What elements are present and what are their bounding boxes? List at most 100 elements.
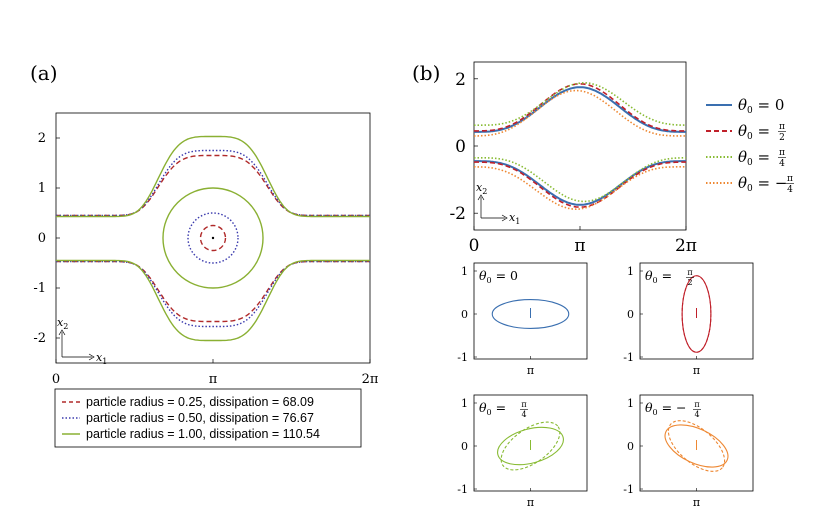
x-tick-label: 2π — [362, 372, 379, 387]
inset-y-tick-label: 0 — [461, 440, 468, 453]
b-x-tick-label: 0 — [469, 236, 480, 256]
legend-label-theta-0: θ0 = 0 — [738, 96, 784, 116]
legend-frac-den: 4 — [787, 185, 793, 195]
legend-label-theta-1: θ0 = — [738, 122, 770, 142]
legend-frac-num: π — [787, 174, 793, 184]
theta-subscript: 0 — [747, 106, 753, 116]
b-y-tick-label: 2 — [455, 70, 466, 90]
b-y-tick-label: -2 — [449, 204, 466, 224]
panel-a-ticks: 0 π 2π 2 1 0 -1 -2 — [33, 131, 379, 387]
theta-subscript: 0 — [747, 184, 753, 194]
b-series-3-upper — [474, 89, 686, 137]
inset-y-tick-label: -1 — [623, 483, 634, 496]
panel-a-legend-box — [54, 388, 362, 448]
inset-y-tick-label: -1 — [457, 351, 468, 364]
inset-eq: = — [658, 268, 672, 283]
inset-y-tick-label: 1 — [627, 265, 634, 278]
panel-a-curves — [56, 135, 370, 342]
b-series-2-lower — [474, 157, 686, 203]
inset-y-tick-label: 1 — [627, 397, 634, 410]
y-tick-label: 1 — [38, 181, 46, 196]
theta-subscript: 0 — [487, 408, 492, 417]
theta-subscript: 0 — [487, 276, 492, 285]
b-series-0-upper — [474, 86, 686, 133]
inset-y-tick-label: 0 — [461, 308, 468, 321]
inset-frac-den: 4 — [521, 410, 526, 419]
inset-initial-ellipse — [681, 275, 712, 353]
b-x-tick-label: 2π — [675, 236, 697, 256]
legend-eq: = − — [753, 174, 788, 192]
panel-a-axis-indicator: x2 x1 — [57, 316, 107, 366]
legend-frac-num: π — [779, 148, 785, 158]
series-1-lower-streamline — [56, 260, 370, 328]
y-tick-label: 2 — [38, 131, 46, 146]
theta-subscript: 0 — [747, 158, 753, 168]
inset-y-tick-label: -1 — [623, 351, 634, 364]
legend-frac-num: π — [779, 122, 785, 132]
series-2-upper-streamline — [56, 135, 370, 218]
inset-x-tick-label: π — [527, 496, 534, 509]
series-2-lower-streamline — [56, 259, 370, 342]
b-x-tick-label: π — [574, 236, 585, 256]
series-0-upper-streamline — [56, 154, 370, 217]
inset-eq: = 0 — [492, 268, 518, 283]
inset-frac-num: π — [687, 268, 692, 277]
legend-label-r025: particle radius = 0.25, dissipation = 68… — [86, 395, 314, 409]
panel-b-x2-label: x2 — [476, 181, 487, 196]
theta-subscript: 0 — [747, 132, 753, 142]
legend-eq: = 0 — [753, 96, 785, 114]
panel-b-x1-label: x1 — [509, 211, 520, 226]
inset-frac-num: π — [521, 400, 526, 409]
legend-label-r050: particle radius = 0.50, dissipation = 76… — [86, 411, 314, 425]
series-0-particle-boundary — [199, 224, 227, 252]
inset-eq: = — [492, 400, 506, 415]
particle-center-dot — [211, 236, 215, 240]
inset-theta-0: 1 0 -1 π θ0 = 0 — [457, 262, 588, 377]
inset-x-tick-label: π — [693, 364, 700, 377]
panel-b-curves — [474, 81, 686, 211]
inset-frac-den: 4 — [694, 410, 699, 419]
legend-eq: = — [753, 148, 770, 166]
series-0-lower-streamline — [56, 260, 370, 323]
legend-frac-den: 2 — [779, 133, 785, 143]
panel-b-axis-indicator: x2 x1 — [476, 181, 520, 226]
legend-label-theta-2: θ0 = — [738, 148, 770, 168]
b-series-0-lower — [474, 160, 686, 206]
inset-x-tick-label: π — [693, 496, 700, 509]
inset-particle-ellipse — [497, 426, 564, 466]
inset-y-tick-label: 0 — [627, 308, 634, 321]
series-1-particle-boundary — [187, 212, 239, 264]
series-2-particle-boundary — [162, 187, 264, 289]
panel-a-x2-label: x2 — [57, 316, 68, 331]
inset-particle-ellipse — [491, 299, 570, 329]
legend-eq: = — [753, 122, 770, 140]
panel-a-legend: particle radius = 0.25, dissipation = 68… — [54, 388, 362, 448]
b-series-1-lower — [474, 161, 686, 209]
inset-initial-ellipse — [667, 420, 726, 472]
legend-label-theta-3: θ0 = − — [738, 174, 787, 194]
legend-frac-den: 4 — [779, 159, 785, 169]
theta-subscript: 0 — [653, 276, 658, 285]
inset-x-tick-label: π — [527, 364, 534, 377]
series-1-upper-streamline — [56, 149, 370, 217]
inset-y-tick-label: 1 — [461, 265, 468, 278]
x-tick-label: π — [209, 372, 218, 387]
inset-y-tick-label: -1 — [457, 483, 468, 496]
inset-title: θ0 = — [645, 268, 672, 285]
panel-a-label: (a) — [30, 61, 58, 85]
inset-y-tick-label: 0 — [627, 440, 634, 453]
b-series-3-lower — [474, 166, 686, 211]
x-tick-label: 0 — [52, 372, 60, 387]
b-series-2-upper — [474, 81, 686, 126]
inset-eq: = − — [658, 400, 687, 415]
b-series-1-upper — [474, 82, 686, 132]
panel-a-x1-label: x1 — [96, 351, 107, 366]
theta-subscript: 0 — [653, 408, 658, 417]
